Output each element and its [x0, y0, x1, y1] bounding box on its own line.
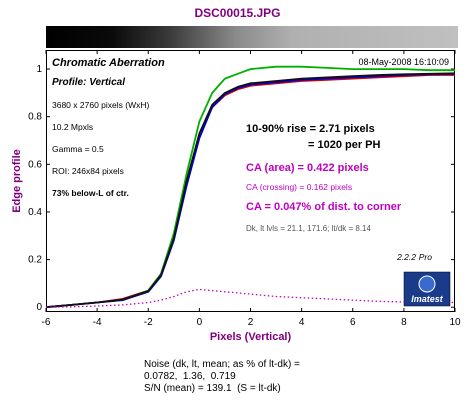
- x-tick-label: 4: [299, 317, 305, 328]
- y-tick-label: 0.2: [28, 255, 42, 266]
- noise-line-1: Noise (dk, lt, mean; as % of lt-dk) =: [144, 359, 300, 370]
- location: 73% below-L of ctr.: [52, 188, 129, 198]
- noise-summary: Noise (dk, lt, mean; as % of lt-dk) = 0.…: [144, 359, 300, 395]
- edition: Pro: [419, 252, 433, 262]
- x-tick-label: -2: [144, 317, 153, 328]
- logo-globe-icon: [418, 275, 436, 293]
- logo-text: Imatest: [411, 294, 444, 304]
- y-axis-label: Edge profile: [11, 149, 23, 213]
- x-tick-label: 2: [248, 317, 254, 328]
- x-tick-label: 10: [449, 317, 461, 328]
- y-tick-label: 0.4: [28, 207, 42, 218]
- x-tick-label: -4: [93, 317, 102, 328]
- page-title: DSC00015.JPG: [194, 6, 281, 20]
- x-axis-label: Pixels (Vertical): [210, 331, 292, 343]
- noise-line-3: S/N (mean) = 139.1 (S = lt-dk): [144, 383, 281, 394]
- x-tick-label: 8: [401, 317, 407, 328]
- timestamp: 08-May-2008 16:10:09: [358, 57, 449, 67]
- y-tick-label: 0: [36, 302, 42, 313]
- chart-subtitle: Profile: Vertical: [52, 77, 125, 88]
- noise-line-2: 0.0782, 1.36, 0.719: [144, 371, 236, 382]
- ca-crossing: CA (crossing) = 0.162 pixels: [246, 182, 352, 192]
- version: 2.2.2: [396, 252, 416, 262]
- chart-title: Chromatic Aberration: [52, 57, 165, 69]
- x-tick-label: 6: [350, 317, 356, 328]
- series-line-4: [45, 288, 455, 308]
- roi: ROI: 246x84 pixels: [52, 166, 124, 176]
- rise-per-ph: = 1020 per PH: [308, 139, 381, 151]
- series-line-3: [45, 72, 456, 309]
- plot-frame: [46, 50, 455, 312]
- edge-gradient-strip: [46, 26, 458, 48]
- pixel-size: 3680 x 2760 pixels (WxH): [52, 100, 149, 110]
- light-dark-levels: Dk, lt lvls = 21.1, 171.6; lt/dk = 8.14: [246, 224, 372, 233]
- ca-area: CA (area) = 0.422 pixels: [246, 162, 369, 174]
- x-tick-label: 0: [197, 317, 203, 328]
- x-tick-label: -6: [42, 317, 51, 328]
- y-tick-label: 1: [36, 64, 42, 75]
- rise-distance: 10-90% rise = 2.71 pixels: [246, 123, 375, 135]
- megapixels: 10.2 Mpxls: [52, 122, 93, 132]
- y-tick-label: 0.6: [28, 159, 42, 170]
- gamma: Gamma = 0.5: [52, 144, 104, 154]
- ca-corner: CA = 0.047% of dist. to corner: [246, 201, 402, 213]
- y-tick-label: 0.8: [28, 112, 42, 123]
